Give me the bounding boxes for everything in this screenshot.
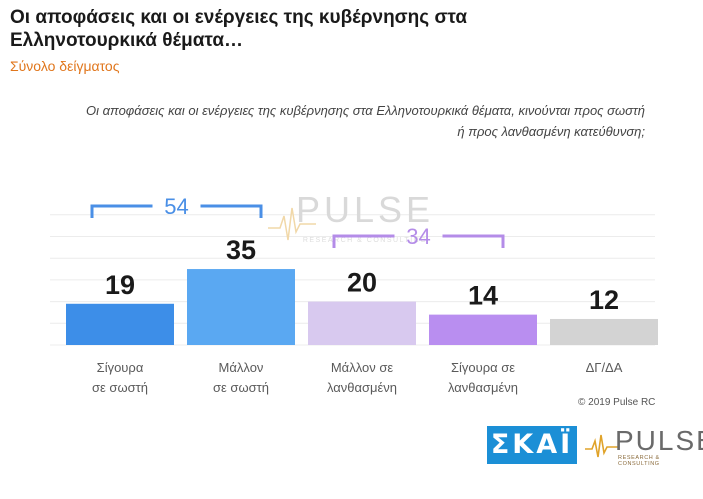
survey-question: Οι αποφάσεις και οι ενέργειες της κυβέρν…	[86, 103, 645, 139]
copyright-text: © 2019 Pulse RC	[578, 397, 656, 408]
bar	[66, 303, 174, 345]
skai-logo: ΣΚΑΪ	[487, 426, 577, 464]
category-label: λανθασμένη	[448, 380, 518, 395]
watermark-brand: PULSE	[296, 189, 434, 230]
group-total-label: 54	[164, 194, 188, 219]
bar	[187, 269, 295, 345]
pulse-logo-word: PULSE	[615, 425, 703, 456]
category-label: Σίγουρα σε	[451, 360, 515, 375]
pulse-logo-tagline: RESEARCH & CONSULTING	[618, 455, 660, 467]
group-bracket-right	[442, 234, 505, 248]
bar-value-label: 14	[468, 281, 498, 311]
bar	[429, 314, 537, 345]
group-bracket-left	[332, 234, 395, 248]
bar	[550, 318, 658, 345]
chart-title: Οι αποφάσεις και οι ενέργειες της κυβέρν…	[10, 7, 468, 51]
category-label: Σίγουρα	[97, 360, 144, 375]
category-label: Μάλλον σε	[331, 360, 394, 375]
group-total-label: 34	[406, 224, 430, 249]
bar	[308, 301, 416, 345]
category-label: σε σωστή	[213, 380, 269, 395]
watermark-wave-icon	[268, 207, 316, 241]
category-label: Μάλλον	[219, 360, 264, 375]
category-label: λανθασμένη	[327, 380, 397, 395]
bar-value-label: 19	[105, 270, 135, 300]
bar-value-label: 20	[347, 268, 377, 298]
chart-subtitle: Σύνολο δείγματος	[10, 58, 120, 74]
watermark-tagline: RESEARCH & CONSULTING	[303, 237, 427, 244]
group-bracket-left	[90, 204, 153, 218]
pulse-logo: PULSE RESEARCH & CONSULTING	[585, 425, 703, 467]
group-bracket-right	[200, 204, 263, 218]
category-label: σε σωστή	[92, 380, 148, 395]
bar-value-label: 12	[589, 285, 619, 315]
pulse-wave-icon	[585, 434, 619, 458]
category-label: ΔΓ/ΔΑ	[586, 360, 623, 375]
bar-value-label: 35	[226, 235, 256, 265]
